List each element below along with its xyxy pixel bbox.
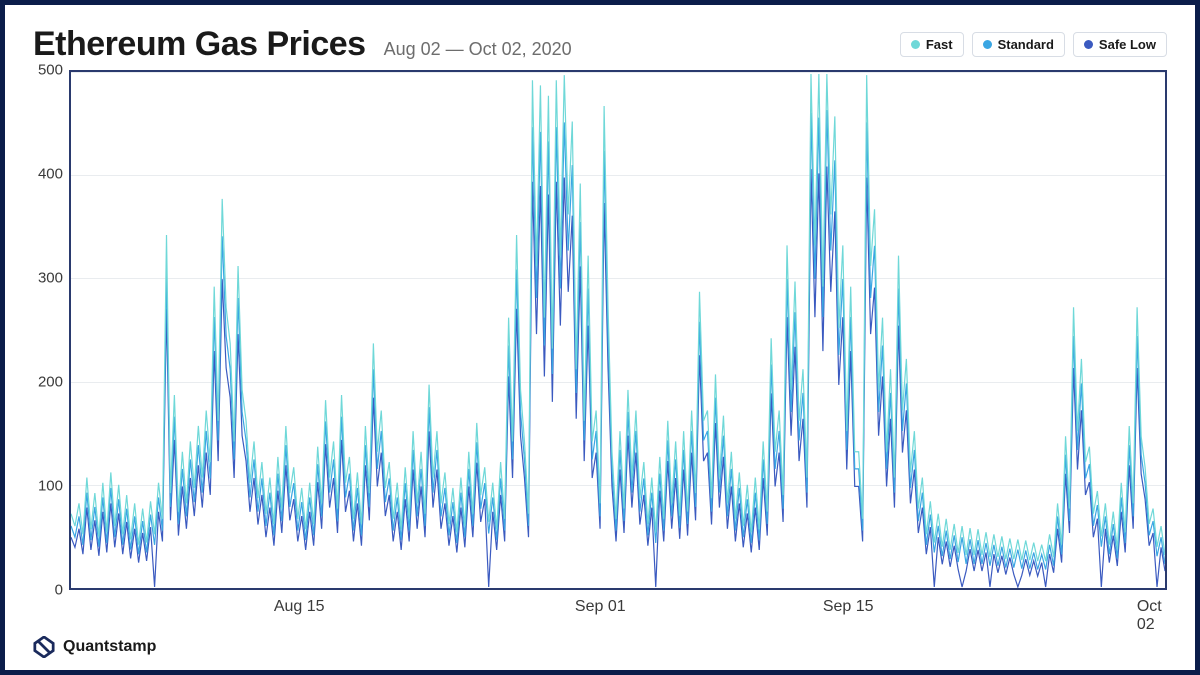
legend-item-safe-low: Safe Low	[1073, 32, 1167, 57]
legend-item-fast: Fast	[900, 32, 964, 57]
quantstamp-logo-icon	[33, 636, 55, 658]
y-tick-label: 200	[27, 374, 63, 391]
y-tick-label: 400	[27, 166, 63, 183]
series-line-standard	[71, 110, 1165, 570]
chart-header: Ethereum Gas Prices Aug 02 — Oct 02, 202…	[33, 25, 1167, 64]
y-tick-label: 500	[27, 62, 63, 79]
brand-label: Quantstamp	[63, 638, 156, 656]
x-tick-label: Aug 15	[274, 598, 325, 616]
x-tick-label: Sep 15	[823, 598, 874, 616]
y-axis: 0100200300400500	[33, 70, 69, 590]
legend-dot-icon	[911, 40, 920, 49]
header-left: Ethereum Gas Prices Aug 02 — Oct 02, 202…	[33, 25, 572, 64]
legend: Fast Standard Safe Low	[900, 32, 1167, 57]
legend-label: Standard	[998, 37, 1054, 52]
x-tick-label: Oct 02	[1137, 598, 1162, 634]
legend-dot-icon	[1084, 40, 1093, 49]
x-axis: Aug 15Sep 01Sep 15Oct 02	[69, 590, 1167, 630]
legend-dot-icon	[983, 40, 992, 49]
series-line-fast	[71, 74, 1165, 561]
page-title: Ethereum Gas Prices	[33, 25, 366, 64]
y-tick-label: 0	[27, 582, 63, 599]
legend-item-standard: Standard	[972, 32, 1065, 57]
legend-label: Safe Low	[1099, 37, 1156, 52]
chart-frame: Ethereum Gas Prices Aug 02 — Oct 02, 202…	[0, 0, 1200, 675]
y-tick-label: 100	[27, 478, 63, 495]
date-range: Aug 02 — Oct 02, 2020	[384, 39, 572, 60]
chart-area: 0100200300400500 Aug 15Sep 01Sep 15Oct 0…	[33, 70, 1167, 630]
y-tick-label: 300	[27, 270, 63, 287]
plot-area	[69, 70, 1167, 590]
footer: Quantstamp	[33, 630, 1167, 658]
legend-label: Fast	[926, 37, 953, 52]
x-tick-label: Sep 01	[575, 598, 626, 616]
grid-line	[71, 588, 1165, 589]
line-chart-svg	[71, 72, 1165, 588]
